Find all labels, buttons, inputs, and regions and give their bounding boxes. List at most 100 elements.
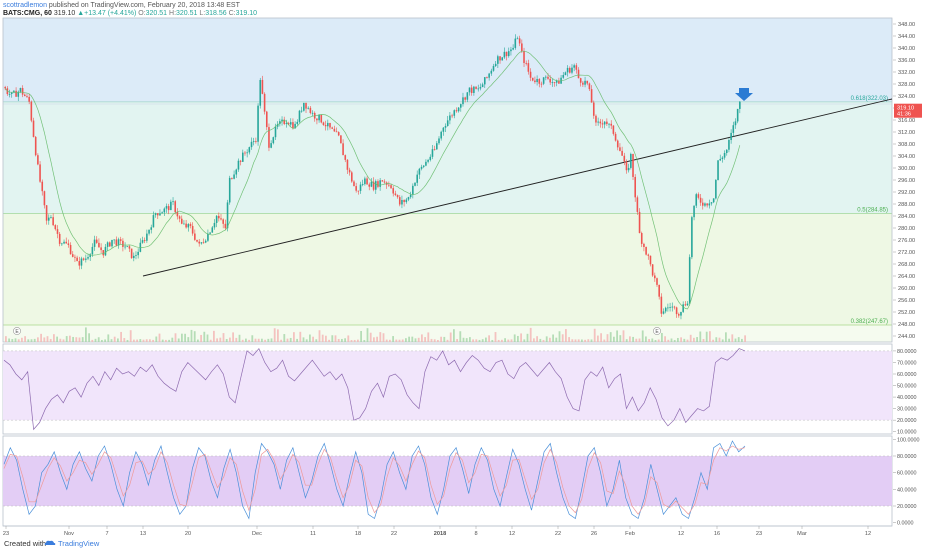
candle-body xyxy=(115,239,118,246)
candle-body xyxy=(621,150,623,156)
volume-bar xyxy=(232,332,234,342)
stoch-pane[interactable]: 100.0000 80.0000 60.0000 40.0000 20.0000 0.00… xyxy=(2,435,930,527)
volume-bar xyxy=(142,339,145,342)
candle-body xyxy=(571,67,573,73)
volume-bar xyxy=(126,339,129,342)
volume-bar xyxy=(446,339,449,342)
volume-bar xyxy=(280,339,282,342)
volume-bar xyxy=(200,334,202,342)
trading-chart[interactable]: 0.618(322.03) 0.5(284.85) 0.382(247.67) E E 2… xyxy=(0,0,932,537)
candle-body xyxy=(218,215,220,219)
candle-body xyxy=(246,152,248,154)
volume-bar xyxy=(120,331,122,342)
volume-bar xyxy=(481,339,484,342)
volume-bar xyxy=(696,337,698,342)
price-axis-label: 336.00 xyxy=(898,58,915,64)
volume-bar xyxy=(587,339,590,342)
price-pane[interactable]: 0.618(322.03) 0.5(284.85) 0.382(247.67) E E 2… xyxy=(2,17,930,343)
author-link[interactable]: scottradlemon xyxy=(3,2,47,9)
candle-body xyxy=(682,304,684,312)
volume-bar xyxy=(309,334,311,342)
candle-body xyxy=(597,121,599,123)
volume-bar xyxy=(213,330,215,342)
volume-bar xyxy=(264,339,266,342)
time-axis-label: 23 xyxy=(756,531,762,537)
candle-body xyxy=(228,177,231,203)
price-axis-label: 300.00 xyxy=(898,166,915,172)
volume-bar xyxy=(673,339,676,342)
candle-body xyxy=(296,121,299,124)
fib-band-low xyxy=(3,213,892,325)
candle-body xyxy=(294,123,296,129)
earnings-marker-icon xyxy=(653,327,661,335)
volume-bar xyxy=(405,338,407,342)
candle-body xyxy=(87,257,89,259)
volume-bar xyxy=(229,337,231,342)
candle-body xyxy=(398,197,401,205)
candle-body xyxy=(717,160,719,181)
price-axis-label: 264.00 xyxy=(898,274,915,280)
candle-body xyxy=(449,115,451,121)
volume-bar xyxy=(325,335,327,342)
candle-body xyxy=(507,51,510,57)
close-value: 319.10 xyxy=(235,10,258,17)
volume-bar xyxy=(69,335,71,342)
volume-bar xyxy=(677,337,679,342)
candle-body xyxy=(303,102,305,111)
candle-body xyxy=(257,105,259,142)
candle-body xyxy=(265,111,268,128)
volume-bar xyxy=(622,330,625,342)
candle-body xyxy=(370,181,373,187)
price-axis-label: 252.00 xyxy=(898,310,915,316)
candle-body xyxy=(442,127,445,132)
candle-body xyxy=(261,79,264,94)
candle-body xyxy=(608,123,610,125)
candle-body xyxy=(525,62,527,64)
oscillator-axis-label: 0.0000 xyxy=(897,521,914,527)
volume-bar xyxy=(670,338,673,342)
candle-body xyxy=(17,91,20,97)
candle-body xyxy=(518,38,521,44)
candle-body xyxy=(274,126,277,138)
candle-body xyxy=(357,190,360,192)
candle-body xyxy=(577,69,580,79)
time-axis-label: 22 xyxy=(391,531,397,537)
candle-body xyxy=(721,157,724,159)
footer: Created with TradingView xyxy=(0,537,932,550)
candle-body xyxy=(429,156,432,160)
low-value: 318.56 xyxy=(205,10,227,17)
time-axis[interactable]: 23 Nov 7 13 20 Dec 11 18 22 2018 8 12 22 26 Feb 12 16 23 M… xyxy=(3,525,892,537)
candle-body xyxy=(89,254,91,258)
volume-bar xyxy=(40,333,42,342)
candle-body xyxy=(697,194,700,198)
close-label: C: xyxy=(228,10,236,17)
candle-body xyxy=(204,240,207,243)
candle-body xyxy=(374,181,377,190)
candle-body xyxy=(590,89,593,103)
volume-bar xyxy=(437,339,439,342)
volume-bar xyxy=(357,339,359,342)
volume-bar xyxy=(155,336,158,342)
candle-body xyxy=(237,160,240,170)
candle-body xyxy=(514,38,517,48)
symbol-label[interactable]: BATS:CMG, 60 xyxy=(3,10,52,17)
tradingview-brand[interactable]: TradingView xyxy=(58,539,100,548)
candle-body xyxy=(95,239,98,243)
volume-bar xyxy=(267,338,270,342)
candle-body xyxy=(156,213,159,216)
candle-body xyxy=(56,229,59,234)
volume-bar xyxy=(350,339,353,342)
price-axis-label: 256.00 xyxy=(898,298,915,304)
rsi-pane[interactable]: 80.0000 70.0000 60.0000 50.0000 40.0000 30.00… xyxy=(2,343,930,436)
time-axis-label: 12 xyxy=(509,531,515,537)
volume-bar xyxy=(366,328,369,342)
oscillator-axis-label: 40.0000 xyxy=(897,395,917,401)
volume-bar xyxy=(27,339,30,342)
candle-body xyxy=(388,184,390,186)
volume-bar xyxy=(209,339,212,342)
volume-bar xyxy=(328,339,330,342)
oscillator-axis-label: 20.0000 xyxy=(897,504,917,510)
volume-bar xyxy=(241,339,244,342)
oscillator-axis-label: 80.0000 xyxy=(897,349,917,355)
volume-bar xyxy=(654,339,657,342)
